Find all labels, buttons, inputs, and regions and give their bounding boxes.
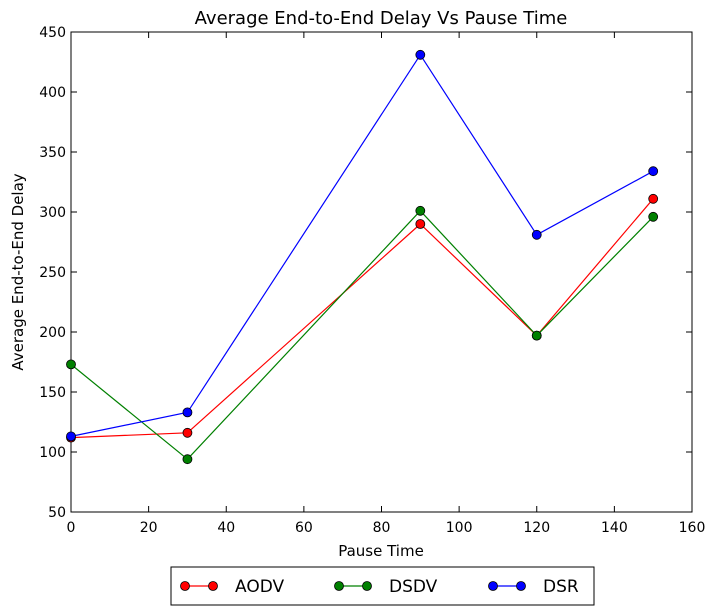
legend-marker-dsr <box>488 581 498 591</box>
legend-marker-dsdv <box>334 581 344 591</box>
legend-label-dsr: DSR <box>543 577 579 597</box>
x-tick-label: 120 <box>523 520 550 536</box>
x-tick-label: 20 <box>140 520 158 536</box>
y-tick-label: 450 <box>39 25 66 41</box>
plot-area <box>70 31 693 513</box>
y-axis: 50 100 150 200 250 300 350 400 450 <box>39 25 692 521</box>
y-tick-label: 50 <box>48 505 66 521</box>
series-layer <box>66 49 659 465</box>
x-tick-label: 40 <box>217 520 235 536</box>
y-tick-label: 150 <box>39 385 66 401</box>
legend-marker-dsr <box>516 581 526 591</box>
x-tick-label: 60 <box>295 520 313 536</box>
legend-label-aodv: AODV <box>235 577 285 597</box>
y-tick-label: 400 <box>39 85 66 101</box>
data-point-dsr <box>648 166 659 177</box>
data-point-dsdv <box>66 359 76 370</box>
y-axis-label: Average End-to-End Delay <box>9 173 27 370</box>
legend-marker-aodv <box>208 581 218 591</box>
data-point-dsr <box>182 407 193 418</box>
data-point-dsdv <box>648 211 659 222</box>
x-tick-label: 100 <box>446 520 473 536</box>
legend-marker-aodv <box>180 581 190 591</box>
data-point-aodv <box>415 219 426 229</box>
data-point-dsr <box>415 49 426 60</box>
data-point-dsr <box>66 431 76 442</box>
data-point-dsdv <box>415 205 426 216</box>
y-tick-label: 350 <box>39 145 66 161</box>
y-tick-label: 200 <box>39 325 66 341</box>
y-tick-label: 100 <box>39 445 66 461</box>
data-point-dsr <box>531 229 542 240</box>
data-point-dsdv <box>531 330 542 341</box>
x-axis-label: Pause Time <box>338 542 424 560</box>
y-tick-label: 300 <box>39 205 66 221</box>
x-tick-label: 0 <box>67 520 76 536</box>
legend-label-dsdv: DSDV <box>389 577 438 597</box>
y-tick-label: 250 <box>39 265 66 281</box>
chart-title: Average End-to-End Delay Vs Pause Time <box>195 8 568 29</box>
data-point-aodv <box>648 193 659 204</box>
x-tick-label: 80 <box>373 520 391 536</box>
x-tick-label: 140 <box>601 520 628 536</box>
legend: AODV DSDV DSR <box>170 566 595 606</box>
x-tick-label: 160 <box>679 520 706 536</box>
legend-marker-dsdv <box>362 581 372 591</box>
data-point-dsdv <box>182 454 193 465</box>
x-axis: 0 20 40 60 80 100 120 140 160 <box>67 32 706 536</box>
data-point-aodv <box>182 427 193 438</box>
